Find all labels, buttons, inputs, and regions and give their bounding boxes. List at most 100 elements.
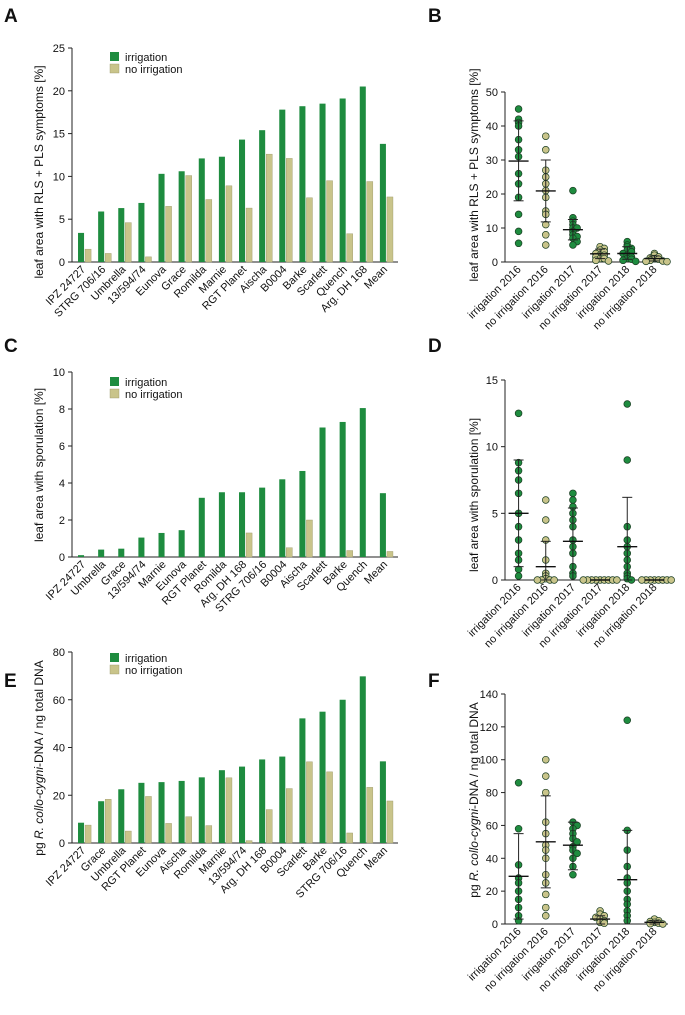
x-tick-label-e: Mean (362, 845, 390, 873)
data-point-b (514, 105, 523, 113)
data-point-b (604, 257, 613, 265)
data-point-d (533, 576, 542, 584)
y-tick-label-c: 2 (59, 515, 65, 527)
bar-irrigation-c (239, 492, 246, 557)
y-axis-label-e-italic: R. collo-cygni (32, 767, 46, 839)
bar-no-irrigation-e (326, 771, 333, 844)
bar-no-irrigation-a (225, 185, 233, 263)
bar-irrigation-a (218, 156, 225, 262)
bar-no-irrigation-e (125, 830, 132, 844)
bar-no-irrigation-e (84, 824, 92, 844)
data-point-b (569, 186, 577, 195)
y-tick-label-f: 60 (486, 820, 498, 832)
y-axis-label-a: leaf area with RLS + PLS symptoms [%] (32, 65, 46, 278)
y-tick-label-b: 30 (486, 155, 498, 167)
y-tick-label-a: 25 (53, 43, 65, 55)
y-tick-label-d: 15 (486, 375, 498, 387)
bar-irrigation-a (239, 139, 246, 262)
bar-no-irrigation-e (366, 787, 374, 844)
y-tick-label-b: 50 (486, 87, 498, 99)
y-tick-label-f: 0 (492, 919, 498, 931)
bar-irrigation-c (299, 470, 306, 557)
bar-no-irrigation-e (165, 823, 172, 844)
y-axis-label-f: pg R. collo-cygni-DNA / ng total DNA (467, 702, 481, 897)
data-point-f (541, 912, 550, 920)
data-point-b (541, 231, 550, 239)
data-point-b (631, 257, 640, 266)
bar-irrigation-e (379, 761, 386, 843)
bar-no-irrigation-c (245, 532, 253, 558)
legend-label-irrigation-a: irrigation (125, 52, 167, 64)
data-point-d (569, 496, 577, 504)
bar-irrigation-c (379, 493, 386, 557)
y-axis-label-f-suffix: -DNA / ng total DNA (467, 702, 481, 809)
bar-irrigation-c (98, 549, 105, 557)
panel-label-f: F (428, 671, 440, 692)
x-tick-label-c: Mean (362, 559, 390, 587)
data-point-b (663, 257, 671, 266)
data-point-f (541, 755, 550, 764)
bar-irrigation-a (78, 232, 85, 262)
bar-no-irrigation-e (245, 840, 253, 844)
data-point-d (514, 572, 523, 580)
bar-no-irrigation-e (145, 796, 152, 844)
bar-irrigation-a (178, 171, 185, 262)
bar-irrigation-e (239, 766, 246, 843)
bar-irrigation-e (279, 756, 286, 843)
bar-no-irrigation-a (165, 206, 172, 263)
bar-irrigation-a (118, 208, 125, 262)
data-point-f (573, 849, 581, 858)
data-point-d (541, 496, 550, 504)
bar-irrigation-a (198, 158, 205, 262)
bar-no-irrigation-a (84, 248, 92, 263)
bar-no-irrigation-a (145, 256, 152, 263)
bar-irrigation-c (359, 408, 366, 557)
panel-label-d: D (428, 336, 442, 357)
data-point-d (623, 400, 631, 408)
data-point-b (514, 210, 523, 219)
data-point-b (619, 256, 627, 265)
y-tick-label-c: 0 (59, 552, 65, 564)
y-tick-label-d: 5 (492, 508, 498, 520)
bar-no-irrigation-e (185, 816, 192, 844)
y-tick-label-a: 20 (53, 86, 65, 98)
data-point-f (623, 716, 631, 725)
bar-no-irrigation-a (366, 181, 374, 263)
legend-swatch-irrigation-a (110, 52, 119, 61)
data-point-d (514, 409, 523, 418)
panel-label-e: E (4, 671, 17, 692)
y-axis-label-e: pg R. collo-cygni-DNA / ng total DNA (32, 660, 46, 855)
data-point-f (514, 824, 523, 833)
legend-label-irrigation-c: irrigation (125, 377, 167, 389)
bar-irrigation-e (178, 780, 185, 843)
panel-label-c: C (4, 336, 18, 357)
y-tick-label-b: 10 (486, 223, 498, 235)
bar-irrigation-a (259, 130, 266, 262)
data-point-b (541, 132, 550, 140)
y-tick-label-f: 120 (480, 722, 498, 734)
y-tick-label-b: 20 (486, 189, 498, 201)
bar-no-irrigation-a (306, 197, 313, 263)
bar-no-irrigation-e (346, 832, 353, 844)
y-tick-label-a: 10 (53, 171, 65, 183)
bar-irrigation-c (78, 555, 85, 557)
bar-no-irrigation-a (205, 199, 213, 263)
data-point-d (623, 456, 631, 464)
bar-no-irrigation-a (386, 196, 394, 263)
bar-irrigation-a (339, 98, 346, 262)
bar-no-irrigation-c (306, 519, 313, 558)
bar-no-irrigation-a (326, 180, 333, 263)
data-point-b (541, 241, 550, 249)
bar-irrigation-c (319, 427, 326, 557)
data-point-f (659, 920, 667, 928)
legend-swatch-no-irrigation-c (109, 388, 120, 399)
y-axis-label-e-prefix: pg (32, 839, 46, 856)
y-tick-label-e: 20 (53, 790, 65, 802)
legend-label-no-irrigation-c: no irrigation (125, 389, 182, 401)
y-tick-label-e: 0 (59, 838, 65, 850)
y-axis-label-c: leaf area with sporulation [%] (32, 388, 46, 542)
x-tick-label-a: Mean (362, 264, 390, 292)
